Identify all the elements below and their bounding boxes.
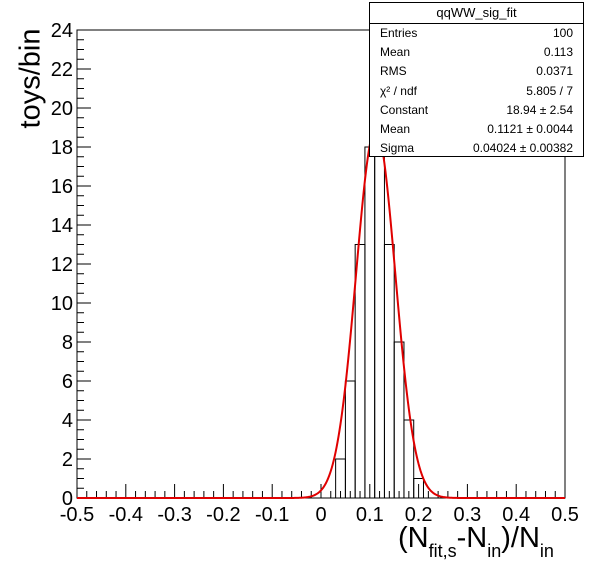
stats-row: Sigma 0.04024 ± 0.00382 [380, 141, 573, 156]
gaussian-fit-curve [77, 127, 565, 499]
y-tick-label: 2 [62, 449, 73, 471]
x-tick-label: -0.5 [60, 504, 94, 526]
histogram-bin [413, 478, 424, 498]
stats-row: Entries 100 [380, 26, 573, 40]
y-tick-label: 24 [51, 20, 73, 42]
stats-row: Mean 0.1121 ± 0.0044 [380, 121, 573, 136]
x-axis-label: (Nfit,s-Nin)/Nin [398, 522, 554, 561]
x-tick-label: 0.1 [356, 504, 384, 526]
stats-row: Constant 18.94 ± 2.54 [380, 102, 573, 117]
y-tick-label: 16 [51, 176, 73, 198]
x-tick-label: 0.4 [502, 504, 530, 526]
stats-title: qqWW_sig_fit [370, 3, 583, 24]
histogram-bin [354, 244, 366, 498]
stats-row: Mean 0.113 [380, 45, 573, 60]
y-tick-label: 22 [51, 59, 73, 81]
y-tick-label: 0 [62, 488, 73, 510]
stats-box: qqWW_sig_fit Entries 100 Mean 0.113 RMS 0.0… [369, 2, 584, 157]
histogram-bin [344, 380, 356, 498]
y-tick-label: 6 [62, 371, 73, 393]
y-tick-label: 8 [62, 332, 73, 354]
histogram-bin [383, 244, 395, 498]
y-axis-label: toys/bin [14, 28, 47, 129]
x-tick-label: -0.3 [157, 504, 191, 526]
x-axis: -0.5 -0.4 -0.3 -0.2 -0.1 0 0.1 0.2 0.3 0.4 0.5 [60, 484, 579, 526]
x-tick-label: -0.2 [206, 504, 240, 526]
x-tick-label: 0.2 [405, 504, 433, 526]
x-tick-label: 0.5 [551, 504, 579, 526]
y-tick-label: 10 [51, 293, 73, 315]
stats-row: RMS 0.0371 [380, 64, 573, 79]
x-tick-label: -0.1 [255, 504, 289, 526]
histogram-bin [403, 419, 415, 498]
y-tick-label: 20 [51, 98, 73, 120]
x-tick-label: 0.3 [453, 504, 481, 526]
histogram-bin [364, 146, 376, 498]
y-tick-label: 4 [62, 410, 73, 432]
y-tick-label: 12 [51, 254, 73, 276]
y-tick-label: 14 [51, 215, 73, 237]
y-tick-label: 18 [51, 137, 73, 159]
x-tick-label: -0.4 [109, 504, 143, 526]
stats-row: χ² / ndf 5.805 / 7 [380, 83, 573, 98]
histogram-bin [393, 341, 405, 498]
x-tick-label: 0 [315, 504, 326, 526]
